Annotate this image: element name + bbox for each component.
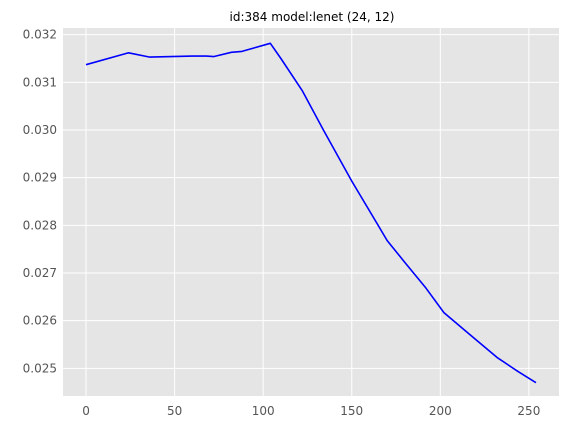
x-tick-label: 250	[517, 404, 540, 418]
x-tick-label: 50	[167, 404, 182, 418]
x-tick-label: 100	[252, 404, 275, 418]
series-group	[85, 42, 537, 384]
series-line	[85, 42, 537, 384]
chart-title: id:384 model:lenet (24, 12)	[230, 10, 395, 24]
x-tick-label: 150	[340, 404, 363, 418]
y-tick-label: 0.026	[23, 314, 57, 328]
y-tick-label: 0.031	[23, 75, 57, 89]
tick-labels: 0 50 100 150 200 250 0.025 0.026 0.027 0.028 0.029…	[23, 28, 541, 418]
plot-area	[63, 28, 559, 396]
x-tick-label: 0	[82, 404, 90, 418]
y-tick-label: 0.029	[23, 171, 57, 185]
y-tick-label: 0.030	[23, 123, 57, 137]
y-tick-label: 0.028	[23, 218, 57, 232]
y-tick-label: 0.027	[23, 266, 57, 280]
y-tick-label: 0.032	[23, 28, 57, 42]
x-tick-label: 200	[429, 404, 452, 418]
y-tick-label: 0.025	[23, 361, 57, 375]
grid-lines	[63, 28, 559, 396]
